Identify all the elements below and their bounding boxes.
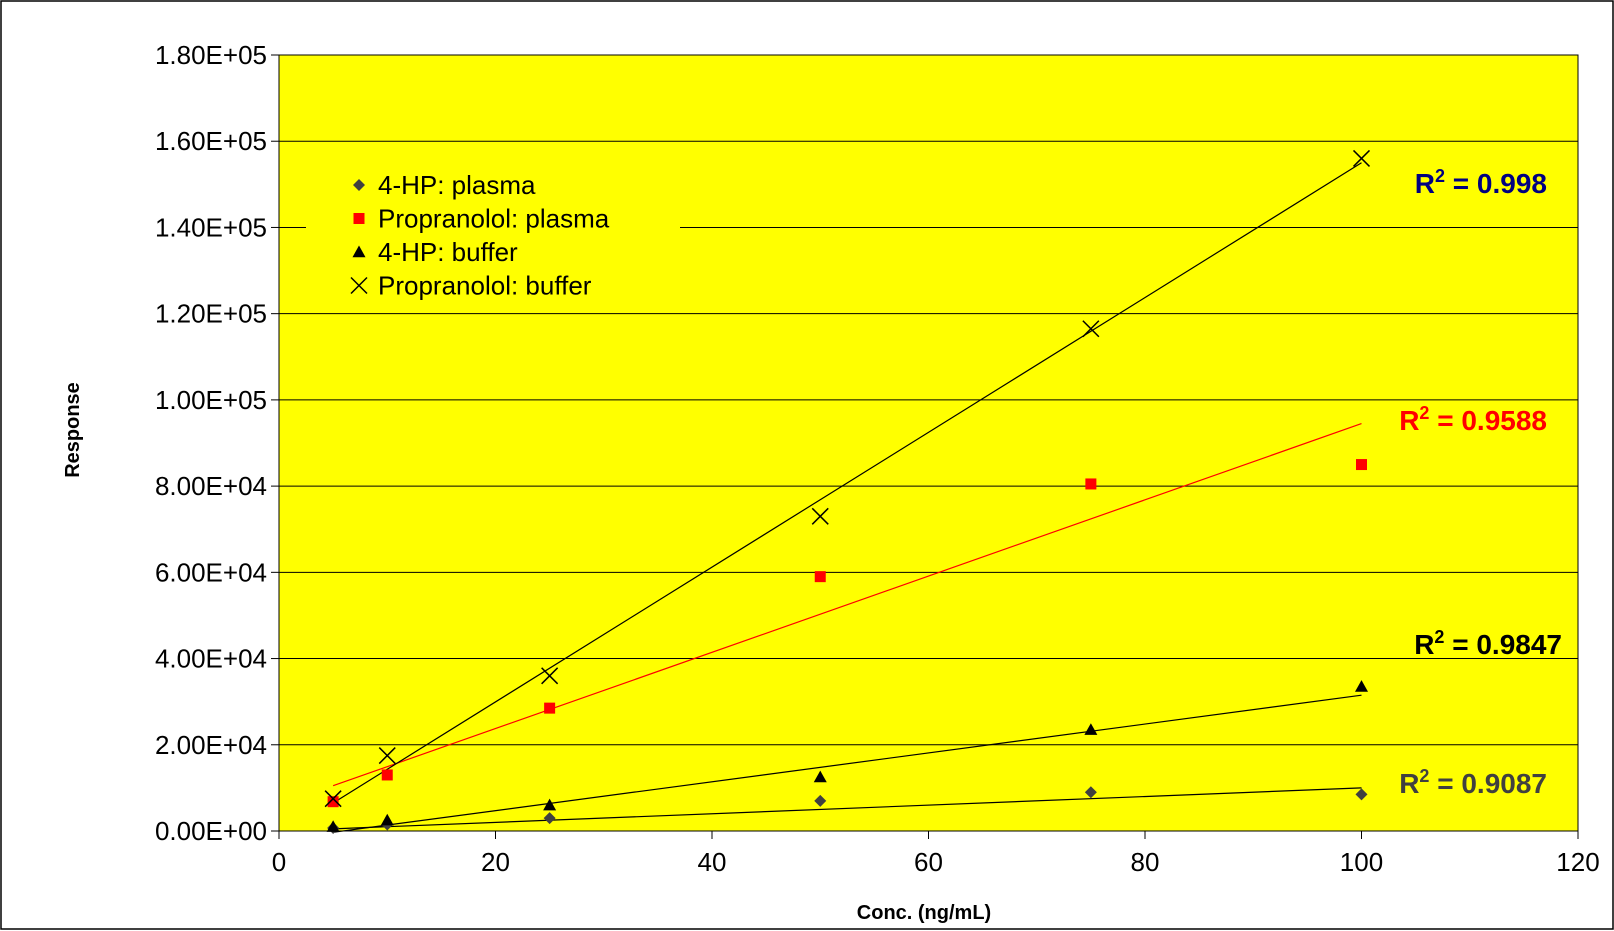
- y-tick-label: 1.20E+05: [155, 299, 267, 329]
- data-point-propranolol-buffer: [324, 790, 342, 808]
- r-squared-label-propranolol-buffer: R2 = 0.998: [1415, 166, 1547, 199]
- data-point-4-hp-buffer: [813, 770, 827, 783]
- data-point-4-hp-plasma: [1084, 786, 1097, 799]
- data-point-propranolol-plasma: [1085, 478, 1097, 490]
- legend-marker-4-hp-buffer: [352, 245, 366, 258]
- legend-marker-4-hp-plasma: [353, 179, 365, 191]
- trendlines: [332, 162, 1362, 833]
- trendline-propranolol-buffer: [332, 162, 1362, 804]
- y-axis-label: Response: [62, 382, 84, 478]
- data-point-4-hp-plasma: [543, 812, 556, 825]
- data-point-4-hp-plasma: [814, 794, 827, 807]
- y-tick-label: 1.80E+05: [155, 40, 267, 70]
- x-tick-label: 100: [1340, 847, 1383, 877]
- legend-label-propranolol-plasma: Propranolol: plasma: [378, 204, 610, 234]
- y-tick-label: 4.00E+04: [155, 644, 267, 674]
- r-squared-label-4-hp-plasma: R2 = 0.9087: [1399, 766, 1547, 799]
- legend-box: [306, 163, 680, 307]
- r-squared-labels: R2 = 0.9087 R2 = 0.9588 R2 = 0.9847 R2 = 0.…: [1399, 166, 1562, 799]
- y-tick-label: 6.00E+04: [155, 557, 267, 587]
- data-point-propranolol-plasma: [1356, 459, 1367, 471]
- data-point-propranolol-buffer: [378, 747, 396, 765]
- trendline-4-hp-plasma: [333, 787, 1362, 830]
- legend-label-4-hp-buffer: 4-HP: buffer: [378, 237, 518, 267]
- data-point-4-hp-plasma: [1355, 788, 1368, 801]
- data-point-propranolol-plasma: [814, 571, 826, 583]
- data-point-propranolol-plasma: [381, 769, 393, 781]
- trendline-4-hp-buffer: [333, 694, 1362, 833]
- data-point-4-hp-buffer: [543, 798, 557, 811]
- y-tick-label: 2.00E+04: [155, 730, 267, 760]
- r-squared-label-4-hp-buffer: R2 = 0.9847: [1414, 627, 1562, 660]
- x-tick-label: 0: [272, 847, 286, 877]
- y-tick-label: 8.00E+04: [155, 471, 267, 501]
- data-point-4-hp-buffer: [1084, 723, 1098, 735]
- data-point-propranolol-plasma: [327, 796, 339, 808]
- y-tick-label: 1.40E+05: [155, 212, 267, 242]
- x-tick-label: 120: [1556, 847, 1599, 877]
- data-point-propranolol-buffer: [541, 667, 559, 685]
- legend-label-4-hp-plasma: 4-HP: plasma: [378, 170, 536, 200]
- legend-label-propranolol-buffer: Propranolol: buffer: [378, 271, 592, 301]
- data-markers: [324, 149, 1371, 834]
- y-tick-label: 0.00E+00: [155, 816, 267, 846]
- x-tick-label: 80: [1131, 847, 1160, 877]
- x-tick-label: 20: [481, 847, 510, 877]
- data-point-4-hp-buffer: [1355, 680, 1368, 692]
- x-tick-label: 40: [698, 847, 727, 877]
- x-axis-label: Conc. (ng/mL): [857, 902, 991, 924]
- data-point-propranolol-buffer: [811, 507, 829, 525]
- legend-marker-propranolol-plasma: [353, 213, 365, 224]
- x-axis-tick-labels: 0 20 40 60 80 100 120: [272, 847, 1600, 877]
- x-tick-label: 60: [914, 847, 943, 877]
- data-point-propranolol-buffer: [1082, 320, 1100, 338]
- data-point-4-hp-buffer: [326, 820, 340, 832]
- y-tick-label: 1.00E+05: [155, 385, 267, 415]
- y-axis-tick-labels: 0.00E+00 2.00E+04 4.00E+04 6.00E+04 8.00E+04…: [155, 40, 267, 846]
- data-point-propranolol-plasma: [544, 702, 556, 714]
- legend-marker-propranolol-buffer: [350, 276, 368, 295]
- r-squared-label-propranolol-plasma: R2 = 0.9588: [1399, 403, 1547, 436]
- y-tick-label: 1.60E+05: [155, 126, 267, 156]
- data-point-4-hp-buffer: [380, 813, 394, 826]
- data-point-propranolol-buffer: [1352, 149, 1371, 167]
- trendline-propranolol-plasma: [332, 423, 1362, 787]
